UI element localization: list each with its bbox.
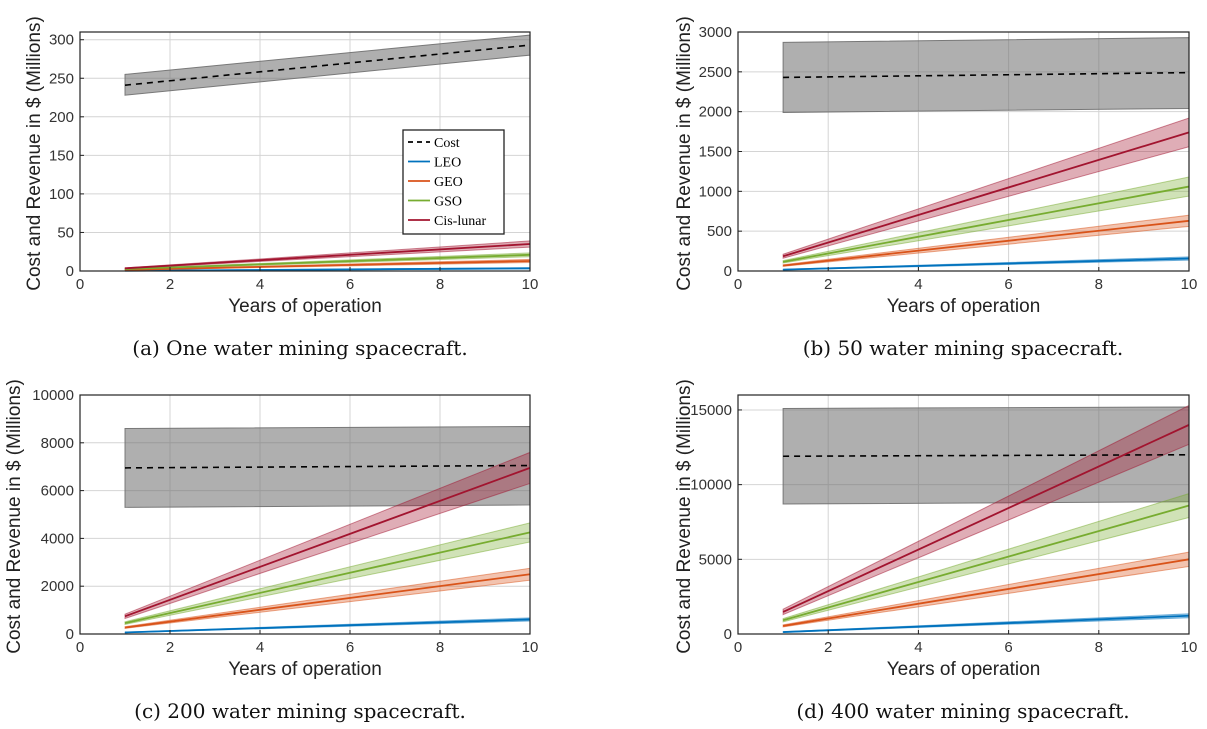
- legend-label-cost: Cost: [434, 136, 460, 151]
- x-tick-label: 6: [1004, 276, 1012, 293]
- y-tick-label: 1500: [699, 144, 732, 161]
- series-cost-line: [783, 453, 1190, 458]
- series-geo-line: [783, 219, 1190, 267]
- x-tick-label: 0: [76, 276, 84, 293]
- axes-box: [737, 394, 1190, 635]
- legend-box: [402, 129, 505, 235]
- x-tick-label: 2: [824, 276, 832, 293]
- y-tick-label: 8000: [41, 435, 74, 452]
- x-tick-label: 10: [1181, 276, 1198, 293]
- series-gso-line: [782, 504, 1190, 622]
- x-tick-label: 8: [1095, 639, 1103, 656]
- y-tick-label: 5000: [699, 551, 732, 568]
- series-leo-line: [124, 618, 531, 634]
- y-tick-label: 100: [49, 186, 74, 203]
- series-geo-line: [782, 558, 1190, 627]
- y-tick-label: 150: [49, 147, 74, 164]
- x-tick-label: 2: [166, 276, 174, 293]
- x-axis-label: Years of operation: [228, 659, 382, 680]
- series-leo-line: [783, 614, 1190, 633]
- legend: Cost LEO GEO GSO Cis-lunar: [402, 129, 505, 235]
- subfigure-caption: (c) 200 water mining spacecraft.: [134, 699, 466, 723]
- y-tick-label: 1000: [699, 183, 732, 200]
- series-gso-line: [124, 531, 531, 625]
- x-tick-label: 4: [256, 639, 264, 656]
- x-tick-label: 0: [734, 276, 742, 293]
- series-cost-line: [124, 464, 531, 469]
- series-gso-line: [124, 253, 531, 270]
- y-axis-label: Cost and Revenue in $ (Millions): [24, 16, 45, 291]
- y-tick-label: 0: [66, 626, 74, 643]
- series-leo-line: [124, 267, 531, 272]
- x-tick-label: 8: [1095, 276, 1103, 293]
- y-tick-label: 2500: [699, 64, 732, 81]
- y-axis-label: Cost and Revenue in $ (Millions): [674, 16, 695, 291]
- x-tick-label: 2: [166, 639, 174, 656]
- x-axis-label: Years of operation: [887, 296, 1041, 317]
- y-tick-label: 0: [724, 263, 732, 280]
- y-tick-label: 3000: [699, 24, 732, 41]
- y-tick-label: 250: [49, 70, 74, 87]
- x-tick-label: 10: [1181, 639, 1198, 656]
- y-tick-label: 200: [49, 109, 74, 126]
- y-axis-label: Cost and Revenue in $ (Millions): [4, 379, 25, 654]
- y-tick-label: 500: [707, 223, 732, 240]
- x-tick-label: 4: [256, 276, 264, 293]
- x-tick-label: 8: [436, 639, 444, 656]
- y-axis-label: Cost and Revenue in $ (Millions): [674, 379, 695, 654]
- x-tick-label: 0: [734, 639, 742, 656]
- x-axis-label: Years of operation: [228, 296, 382, 317]
- series-gso-line: [782, 185, 1190, 263]
- x-tick-label: 6: [1004, 639, 1012, 656]
- chart-panel-2: 0 2 4 6 8 10 0 500 1000 1500 2000 2500 3000 Years of …: [674, 16, 1197, 360]
- y-tick-label: 6000: [41, 483, 74, 500]
- series-cost-line: [124, 44, 531, 86]
- series-geo-line: [124, 260, 531, 271]
- x-tick-label: 6: [346, 276, 354, 293]
- chart-panel-3: 0 2 4 6 8 10 0 2000 4000 6000 8000 10000 Years of op…: [4, 379, 538, 723]
- x-tick-label: 4: [914, 276, 922, 293]
- series-cis-lunar-line: [782, 131, 1190, 258]
- x-tick-label: 0: [76, 639, 84, 656]
- subfigure-caption: (a) One water mining spacecraft.: [132, 336, 467, 360]
- y-tick-label: 10000: [32, 387, 74, 404]
- y-tick-label: 0: [724, 626, 732, 643]
- y-tick-label: 10000: [690, 477, 732, 494]
- series-cis-lunar-line: [124, 467, 531, 618]
- axes-box: [79, 394, 531, 635]
- x-axis-label: Years of operation: [887, 659, 1041, 680]
- y-tick-label: 2000: [41, 578, 74, 595]
- series-geo-line: [124, 573, 531, 629]
- chart-panel-4: 0 2 4 6 8 10 0 5000 10000 15000 Years of operation…: [674, 379, 1197, 723]
- x-tick-label: 6: [346, 639, 354, 656]
- subfigure-caption: (d) 400 water mining spacecraft.: [796, 699, 1129, 723]
- x-tick-label: 10: [522, 639, 539, 656]
- x-tick-label: 2: [824, 639, 832, 656]
- series-cis-lunar-line: [124, 243, 531, 270]
- subfigure-caption: (b) 50 water mining spacecraft.: [803, 336, 1124, 360]
- x-tick-label: 4: [914, 639, 922, 656]
- legend-label-cis-lunar: Cis-lunar: [434, 214, 486, 229]
- legend-label-geo: GEO: [434, 175, 463, 190]
- series-leo-line: [783, 257, 1190, 271]
- x-tick-label: 8: [436, 276, 444, 293]
- y-tick-label: 50: [57, 224, 74, 241]
- legend-label-gso: GSO: [434, 195, 462, 210]
- y-tick-label: 300: [49, 32, 74, 49]
- series-cis-lunar-line: [782, 424, 1190, 613]
- y-tick-label: 15000: [690, 402, 732, 419]
- y-tick-label: 0: [66, 263, 74, 280]
- series-cost-line: [783, 71, 1190, 79]
- axes-box: [79, 31, 531, 272]
- y-tick-label: 4000: [41, 530, 74, 547]
- legend-label-leo: LEO: [434, 156, 461, 171]
- y-tick-label: 2000: [699, 104, 732, 121]
- x-tick-label: 10: [522, 276, 539, 293]
